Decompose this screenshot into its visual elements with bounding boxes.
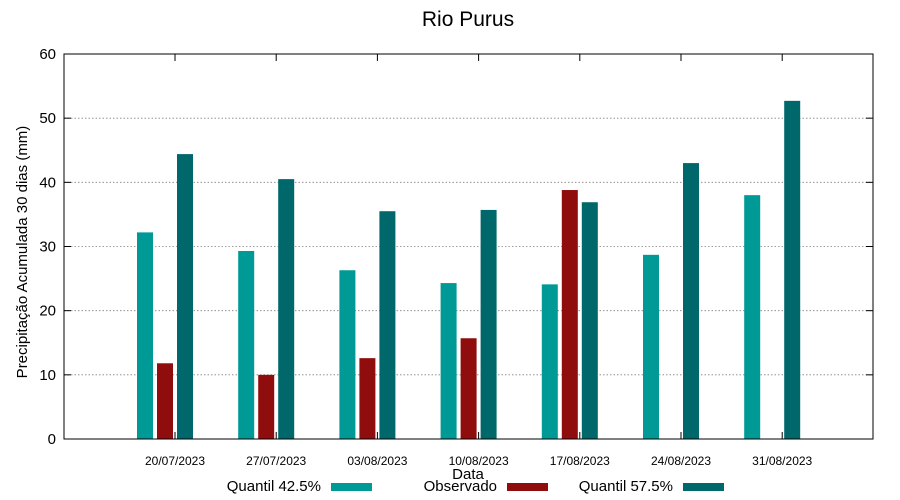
bar-quantil-57-5 [581, 202, 598, 439]
bar-quantil-57-5 [177, 154, 193, 439]
x-tick-label: 17/08/2023 [550, 454, 610, 468]
y-tick-label: 30 [39, 239, 56, 256]
legend-swatch [507, 483, 548, 491]
bar-observado [258, 374, 275, 439]
legend-label: Observado [424, 478, 497, 495]
x-tick-label: 27/07/2023 [246, 454, 306, 468]
legend-swatch [683, 483, 724, 491]
bar-quantil-57-5 [784, 100, 801, 439]
bar-observado [359, 358, 376, 439]
y-tick-label: 40 [39, 174, 56, 191]
bar-quantil-42-5 [541, 284, 558, 439]
x-tick-label: 31/08/2023 [752, 454, 812, 468]
y-tick-label: 0 [48, 431, 56, 448]
bar-quantil-42-5 [440, 283, 457, 439]
x-tick-label: 10/08/2023 [449, 454, 509, 468]
bars [137, 100, 801, 440]
y-tick-label: 50 [39, 110, 56, 127]
bar-quantil-57-5 [278, 179, 295, 439]
legend: Quantil 42.5% Observado Quantil 57.5% [227, 478, 724, 495]
bar-quantil-42-5 [643, 254, 659, 439]
y-tick-label: 10 [39, 367, 56, 384]
y-tick-label: 60 [39, 46, 56, 63]
x-tick-label: 20/07/2023 [145, 454, 205, 468]
bar-quantil-57-5 [683, 163, 699, 440]
bar-quantil-42-5 [137, 232, 153, 439]
bar-quantil-57-5 [480, 209, 497, 439]
legend-label: Quantil 42.5% [227, 478, 321, 495]
y-tick-label: 20 [39, 303, 56, 320]
x-tick-label: 03/08/2023 [347, 454, 407, 468]
y-axis-ticks: 0 10 20 30 40 50 60 [39, 46, 873, 448]
bar-quantil-57-5 [379, 211, 396, 439]
bar-quantil-42-5 [339, 270, 356, 439]
bar-observado [561, 190, 578, 439]
chart-title: Rio Purus [422, 8, 514, 31]
bar-quantil-42-5 [238, 250, 255, 439]
y-axis-label: Precipitação Acumulada 30 dias (mm) [14, 126, 31, 379]
legend-swatch [331, 483, 372, 491]
x-axis-label: Data [452, 466, 484, 483]
x-tick-label: 24/08/2023 [651, 454, 711, 468]
bar-observado [460, 338, 477, 439]
x-axis-ticks: 20/07/2023 27/07/2023 03/08/2023 10/08/2023… [145, 54, 813, 468]
legend-label: Quantil 57.5% [579, 478, 673, 495]
bar-quantil-42-5 [744, 195, 761, 439]
bar-observado [157, 363, 173, 439]
